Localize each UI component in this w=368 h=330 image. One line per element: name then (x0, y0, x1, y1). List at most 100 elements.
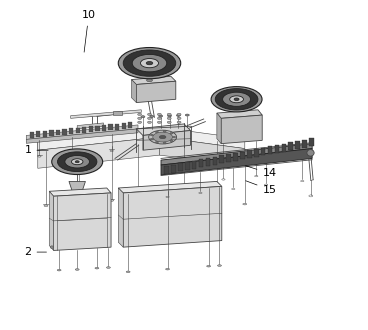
Text: 10: 10 (82, 11, 96, 52)
Ellipse shape (95, 267, 99, 269)
Bar (309, 138, 314, 146)
Ellipse shape (126, 271, 130, 273)
Ellipse shape (110, 200, 114, 201)
Polygon shape (38, 127, 245, 150)
Ellipse shape (170, 132, 173, 134)
Polygon shape (131, 80, 137, 103)
Bar (115, 124, 119, 129)
Polygon shape (217, 113, 221, 144)
Ellipse shape (57, 152, 97, 172)
Ellipse shape (230, 96, 244, 103)
Bar (29, 132, 34, 138)
Bar (164, 166, 169, 174)
Bar (219, 155, 224, 163)
Polygon shape (143, 130, 191, 150)
Polygon shape (26, 125, 138, 139)
Ellipse shape (151, 134, 153, 136)
Polygon shape (161, 144, 312, 165)
Ellipse shape (52, 149, 103, 175)
Ellipse shape (123, 50, 176, 76)
Bar (102, 125, 106, 131)
Bar (247, 150, 252, 158)
Bar (213, 157, 217, 165)
Ellipse shape (159, 115, 163, 117)
Ellipse shape (75, 269, 79, 270)
Bar (95, 126, 100, 131)
Bar (171, 165, 176, 173)
Polygon shape (38, 137, 159, 168)
Bar (185, 162, 190, 170)
Ellipse shape (166, 268, 170, 270)
Ellipse shape (215, 88, 258, 110)
Ellipse shape (132, 54, 167, 72)
Bar (199, 159, 204, 167)
Bar (69, 128, 73, 134)
Ellipse shape (173, 136, 176, 138)
Bar (192, 161, 197, 169)
Ellipse shape (138, 117, 142, 119)
Ellipse shape (148, 117, 152, 119)
Polygon shape (123, 186, 222, 247)
Bar (302, 140, 307, 148)
Ellipse shape (153, 132, 173, 142)
Ellipse shape (159, 135, 166, 139)
Polygon shape (161, 148, 312, 175)
Ellipse shape (150, 115, 154, 117)
Polygon shape (69, 182, 85, 191)
Bar (240, 151, 245, 159)
Ellipse shape (177, 117, 181, 119)
Ellipse shape (151, 138, 153, 140)
Ellipse shape (215, 195, 219, 197)
Bar (289, 142, 293, 150)
Ellipse shape (158, 113, 161, 116)
Bar (56, 129, 60, 135)
Ellipse shape (149, 130, 177, 144)
Ellipse shape (167, 121, 171, 123)
Polygon shape (71, 110, 141, 118)
Ellipse shape (211, 87, 262, 112)
Ellipse shape (170, 140, 173, 142)
Ellipse shape (148, 121, 152, 123)
Bar (89, 126, 93, 132)
Ellipse shape (177, 121, 181, 123)
Ellipse shape (65, 155, 89, 168)
Ellipse shape (207, 265, 210, 267)
Ellipse shape (44, 205, 48, 207)
Bar (43, 131, 47, 137)
Bar (178, 163, 183, 171)
Polygon shape (53, 193, 111, 250)
Bar (75, 127, 80, 133)
Polygon shape (118, 182, 222, 193)
Bar (49, 130, 53, 136)
Ellipse shape (167, 115, 171, 117)
Ellipse shape (138, 113, 142, 116)
Ellipse shape (307, 149, 314, 156)
Ellipse shape (141, 58, 159, 68)
Ellipse shape (223, 92, 251, 106)
Ellipse shape (163, 142, 166, 144)
Ellipse shape (177, 113, 181, 116)
Bar (63, 129, 67, 135)
Ellipse shape (163, 130, 166, 132)
Bar (113, 111, 121, 115)
Polygon shape (131, 76, 176, 84)
Ellipse shape (75, 161, 79, 163)
Bar (268, 146, 272, 154)
Ellipse shape (158, 121, 161, 123)
Ellipse shape (155, 141, 158, 143)
Bar (296, 141, 300, 149)
Bar (226, 154, 231, 162)
Text: 14: 14 (246, 166, 276, 178)
Ellipse shape (136, 198, 140, 199)
Polygon shape (38, 130, 141, 150)
Ellipse shape (71, 159, 83, 165)
Bar (275, 145, 279, 153)
Polygon shape (77, 123, 103, 129)
Polygon shape (49, 188, 111, 196)
Ellipse shape (148, 113, 152, 116)
Ellipse shape (185, 114, 189, 116)
Polygon shape (118, 188, 123, 247)
Ellipse shape (141, 116, 145, 118)
Ellipse shape (106, 267, 110, 268)
Polygon shape (217, 110, 262, 118)
